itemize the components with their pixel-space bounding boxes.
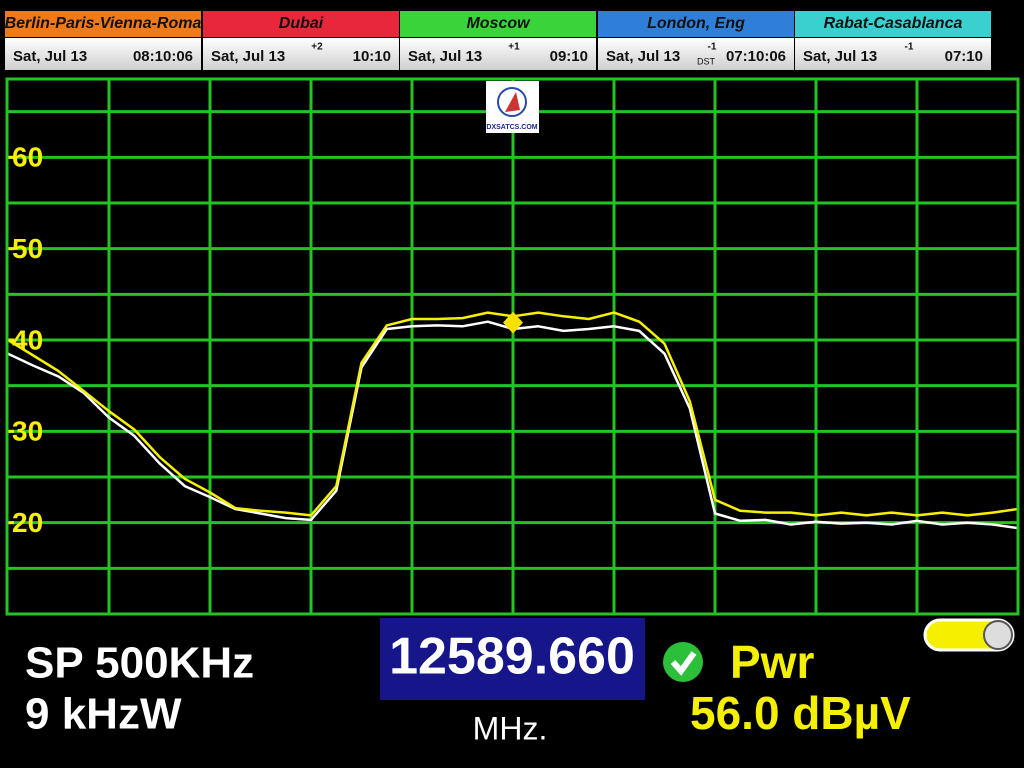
power: 56.0 dBµV	[690, 687, 911, 739]
frequency: 12589.660	[389, 628, 635, 686]
clock-time: 07:10	[945, 48, 983, 65]
clock-body-bg	[598, 38, 794, 70]
header: Berlin-Paris-Vienna-Roma Sat, Jul 13 08:10…	[5, 11, 991, 70]
plot-frame	[5, 77, 1020, 616]
clock-title-bg	[795, 11, 991, 37]
y-tick-label: 60	[12, 142, 43, 173]
marker	[503, 311, 523, 334]
clock-city: London, Eng	[647, 15, 745, 32]
clock-time: 08:10:06	[133, 48, 193, 65]
clock-city: Dubai	[279, 15, 324, 32]
clock-offset: -1	[905, 42, 914, 53]
battery-cap	[983, 620, 1013, 650]
clock-body-bg	[400, 38, 596, 70]
clock-time: 10:10	[353, 48, 391, 65]
clock-offset: -1	[708, 42, 717, 53]
clock-time: 09:10	[550, 48, 588, 65]
clock-date: Sat, Jul 13	[211, 48, 285, 65]
rbw: 9 kHzW	[25, 690, 182, 739]
clock-date: Sat, Jul 13	[803, 48, 877, 65]
unit: MHz.	[473, 710, 548, 746]
y-tick-label: 20	[12, 507, 43, 538]
power-label: Pwr	[730, 636, 814, 688]
clock-date: Sat, Jul 13	[408, 48, 482, 65]
plot: 203040506070	[7, 78, 1019, 614]
clock-city: Rabat-Casablanca	[824, 15, 963, 32]
clock-title-bg	[203, 11, 399, 37]
y-tick-label: 50	[12, 233, 43, 264]
y-tick-label: 40	[12, 324, 43, 355]
y-tick-label: 30	[12, 416, 43, 447]
freq-box	[380, 618, 645, 700]
footer: SP 500KHz 9 kHzW 12589.660 MHz. Pwr 56.0…	[25, 618, 1015, 746]
clock-body-bg	[795, 38, 991, 70]
clock-offset: +2	[311, 42, 323, 53]
ok-check	[670, 651, 697, 676]
clock-title-bg	[5, 11, 201, 37]
clock-offset: +1	[508, 42, 520, 53]
logo-text: DXSATCS.COM	[486, 124, 537, 131]
logo: DXSATCS.COM	[486, 81, 539, 133]
clock-title-bg	[598, 11, 794, 37]
clock-dst: DST	[697, 56, 716, 66]
span: SP 500KHz	[25, 639, 254, 688]
clock-body-bg	[203, 38, 399, 70]
clock-body-bg	[5, 38, 201, 70]
clock-date: Sat, Jul 13	[13, 48, 87, 65]
clock-time: 07:10:06	[726, 48, 786, 65]
ok-icon	[663, 642, 703, 682]
clock-title-bg	[400, 11, 596, 37]
clock-date: Sat, Jul 13	[606, 48, 680, 65]
clock-city: Berlin-Paris-Vienna-Roma	[5, 15, 202, 32]
clock-city: Moscow	[466, 15, 531, 32]
